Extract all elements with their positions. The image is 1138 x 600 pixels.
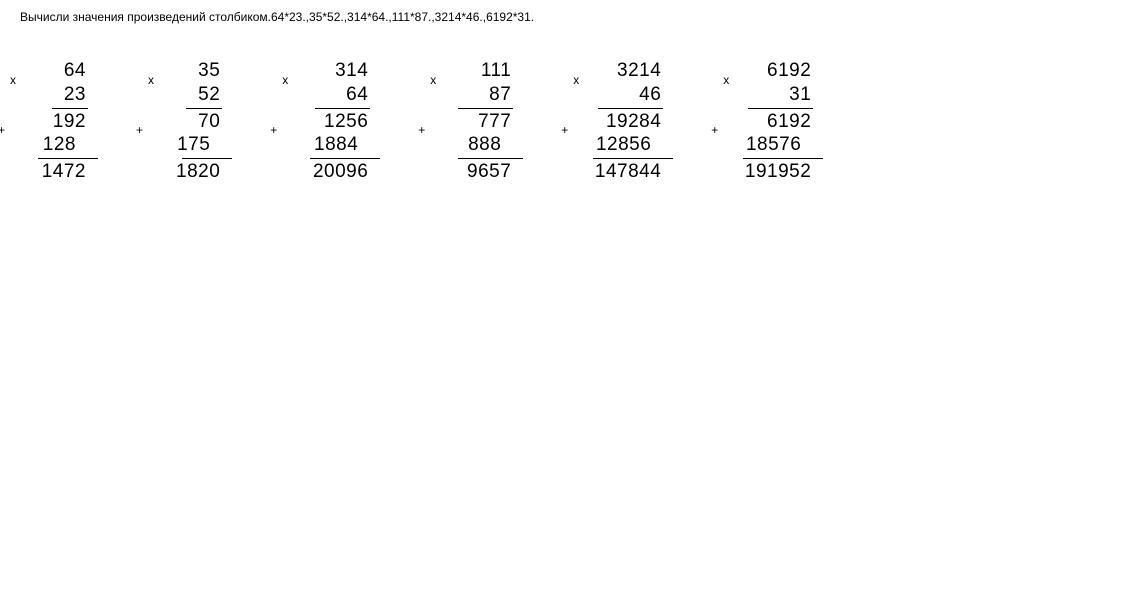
multiplication-problem: х+3214461928412856147844 [573,59,663,184]
partial-product-2: 888 [468,133,503,157]
result: 1472 [42,160,88,184]
problem-column: 31464 12561884 20096 [310,59,370,184]
rule-line [743,158,823,159]
rule-line [458,108,513,109]
rule-line [598,108,663,109]
rule-line [458,158,523,159]
partial-product-2: 1884 [314,133,360,157]
multiplicand: 3214 [617,59,663,83]
problem-column: 619231619218576191952 [743,59,813,184]
rule-line [52,108,88,109]
result: 9657 [467,160,513,184]
problem-column: 321446 1928412856 147844 [593,59,663,184]
partial-product-2-row: 18576 [746,133,813,157]
problem-column: 11187 777888 9657 [458,59,513,184]
multiplication-problem: х+314641256188420096 [282,59,370,184]
result: 20096 [313,160,370,184]
partial-product-1: 1256 [324,110,370,134]
instruction-text: Вычисли значения произведений столбиком.… [0,0,1138,24]
plus-sign: + [711,123,718,138]
result: 147844 [595,160,663,184]
partial-product-2-row: 12856 [596,133,663,157]
partial-product-2: 18576 [746,133,803,157]
multiply-sign: х [10,73,16,88]
partial-product-2-row: 888 [468,133,513,157]
plus-sign: + [0,123,5,138]
multiplication-problem: х+3552701751820 [148,59,222,184]
rule-line [310,158,380,159]
multiply-sign: х [723,73,729,88]
multiplier: 31 [789,83,813,107]
multiplier: 46 [639,83,663,107]
partial-product-2-row: 1884 [314,133,370,157]
partial-product-2-row: 128 [43,133,88,157]
multiplication-problem: х+619231619218576191952 [723,59,813,184]
multiplicand: 35 [198,59,222,83]
partial-product-2-row: 175 [177,133,222,157]
rule-line [315,108,370,109]
rule-line [748,108,813,109]
multiplier: 52 [198,83,222,107]
multiply-sign: х [573,73,579,88]
plus-sign: + [561,123,568,138]
rule-line [182,158,232,159]
partial-product-1: 777 [478,110,513,134]
multiply-sign: х [148,73,154,88]
partial-product-1: 192 [53,110,88,134]
partial-product-1: 6192 [767,110,813,134]
problem-column: 6423 192128 1472 [38,59,88,184]
multiplier: 64 [346,83,370,107]
partial-product-2: 12856 [596,133,653,157]
plus-sign: + [270,123,277,138]
rule-line [38,158,98,159]
plus-sign: + [418,123,425,138]
plus-sign: + [136,123,143,138]
result: 191952 [745,160,813,184]
rule-line [186,108,222,109]
multiply-sign: х [430,73,436,88]
partial-product-1: 70 [198,110,222,134]
multiplicand: 314 [335,59,370,83]
multiplier: 87 [489,83,513,107]
multiply-sign: х [282,73,288,88]
rule-line [593,158,673,159]
multiplication-problem: х+64231921281472 [10,59,88,184]
multiplication-problem: х+111877778889657 [430,59,513,184]
partial-product-2: 128 [43,133,78,157]
multiplicand: 6192 [767,59,813,83]
result: 1820 [176,160,222,184]
problems-row: х+64231921281472х+3552701751820х+3146412… [0,24,1138,184]
multiplicand: 64 [64,59,88,83]
partial-product-2: 175 [177,133,212,157]
multiplier: 23 [64,83,88,107]
problem-column: 3552 70175 1820 [176,59,222,184]
partial-product-1: 19284 [606,110,663,134]
multiplicand: 111 [481,59,513,83]
